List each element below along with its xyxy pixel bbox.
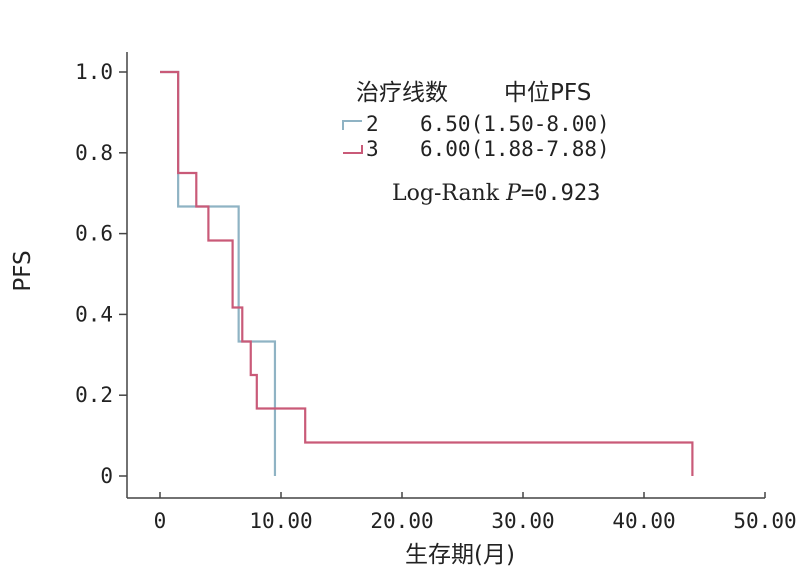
legend-median-2: 6.50(1.50-8.00): [420, 112, 610, 136]
y-ticks: 0 0.2 0.4 0.6 0.8 1.0: [75, 60, 127, 488]
legend: 治疗线数 中位PFS 2 6.50(1.50-8.00) 3 6.00(1.88…: [342, 80, 610, 161]
y-tick-label: 0.8: [75, 141, 113, 165]
legend-median-3: 6.00(1.88-7.88): [420, 137, 610, 161]
x-tick-label: 50.00: [733, 509, 796, 533]
km-curve-series-3: [160, 70, 694, 476]
legend-symbol-series-2: [342, 120, 362, 130]
y-tick-label: 0.2: [75, 383, 113, 407]
p-symbol: P: [505, 181, 522, 206]
log-rank-prefix: Log-Rank: [392, 181, 506, 206]
y-tick-label: 0.6: [75, 222, 113, 246]
p-value: =0.923: [521, 181, 600, 206]
log-rank-annotation: Log-Rank P=0.923: [392, 181, 600, 206]
x-tick-label: 40.00: [612, 509, 675, 533]
y-tick-label: 0: [100, 464, 113, 488]
x-ticks: 0 10.00 20.00 30.00 40.00 50.00: [154, 492, 797, 533]
x-tick-label: 0: [154, 509, 167, 533]
y-axis-title: PFS: [10, 250, 36, 291]
x-tick-label: 20.00: [370, 509, 433, 533]
x-tick-label: 30.00: [491, 509, 554, 533]
y-tick-label: 0.4: [75, 302, 113, 326]
legend-group-3: 3: [366, 137, 379, 161]
y-tick-label: 1.0: [75, 60, 113, 84]
legend-symbol-series-3: [343, 145, 363, 154]
x-axis-title: 生存期(月): [405, 542, 515, 568]
legend-group-2: 2: [366, 112, 379, 136]
legend-title-group: 治疗线数: [356, 80, 448, 106]
axes: [126, 52, 765, 499]
series-layer: [160, 70, 694, 476]
legend-title-median: 中位PFS: [504, 80, 591, 106]
x-tick-label: 10.00: [249, 509, 312, 533]
